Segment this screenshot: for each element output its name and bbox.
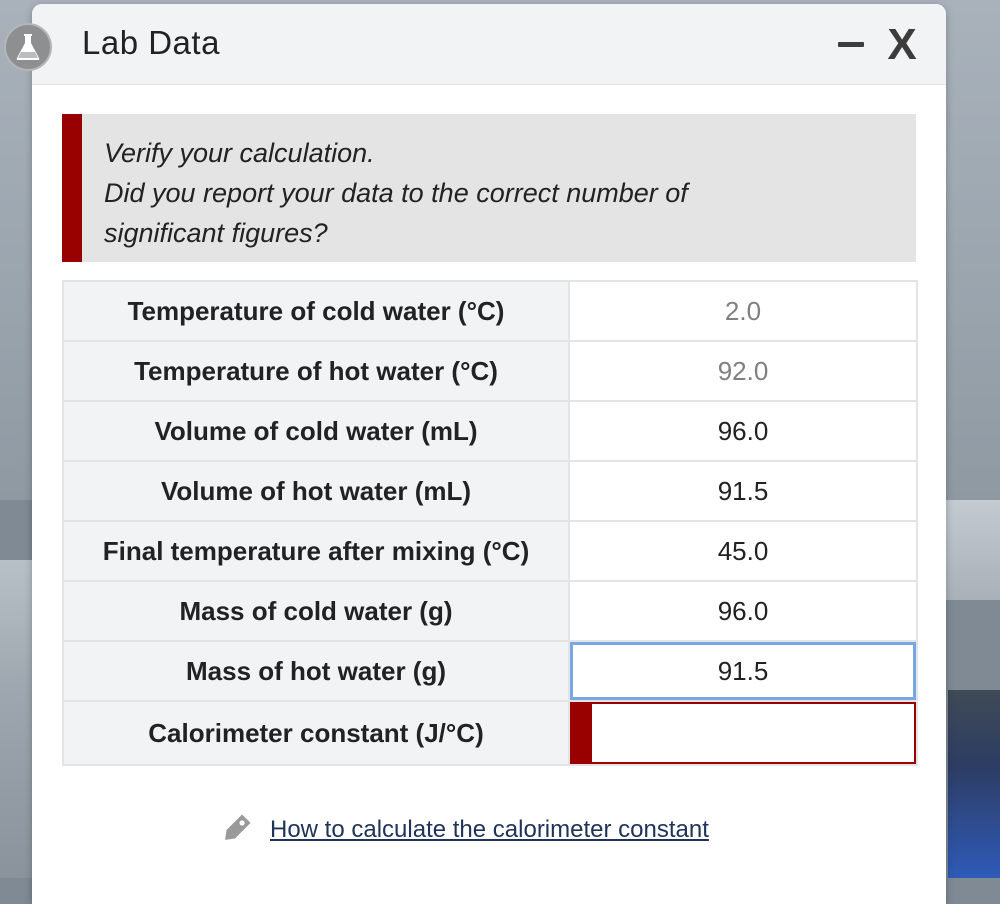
final-temperature-input[interactable]: 45.0: [568, 520, 918, 582]
cold-water-temperature-value: 2.0: [568, 280, 918, 342]
alert-line-1: Verify your calculation.: [104, 138, 375, 168]
table-row: Mass of cold water (g) 96.0: [62, 580, 918, 642]
lab-data-window: Lab Data X Verify your calculation. Did …: [4, 4, 946, 904]
row-label: Temperature of hot water (°C): [62, 340, 570, 402]
hot-water-temperature-value: 92.0: [568, 340, 918, 402]
row-label: Volume of cold water (mL): [62, 400, 570, 462]
table-row: Final temperature after mixing (°C) 45.0: [62, 520, 918, 582]
table-row: Calorimeter constant (J/°C): [62, 700, 918, 766]
table-row: Volume of cold water (mL) 96.0: [62, 400, 918, 462]
table-row: Temperature of hot water (°C) 92.0: [62, 340, 918, 402]
hot-water-mass-input[interactable]: 91.5: [568, 640, 918, 702]
error-indicator: [572, 704, 592, 762]
minimize-button[interactable]: [832, 30, 872, 60]
cold-water-volume-input[interactable]: 96.0: [568, 400, 918, 462]
lab-counter-right: [940, 500, 1000, 600]
table-row: Temperature of cold water (°C) 2.0: [62, 280, 918, 342]
alert-line-3: significant figures?: [104, 218, 328, 248]
minimize-icon: [838, 42, 864, 47]
verification-alert: Verify your calculation. Did you report …: [62, 114, 916, 262]
row-label: Calorimeter constant (J/°C): [62, 700, 570, 766]
lab-data-table: Temperature of cold water (°C) 2.0 Tempe…: [62, 280, 918, 766]
lab-device: [948, 690, 1000, 878]
row-label: Temperature of cold water (°C): [62, 280, 570, 342]
cold-water-mass-input[interactable]: 96.0: [568, 580, 918, 642]
row-label: Mass of cold water (g): [62, 580, 570, 642]
alert-line-2: Did you report your data to the correct …: [104, 178, 688, 208]
hot-water-volume-input[interactable]: 91.5: [568, 460, 918, 522]
row-label: Volume of hot water (mL): [62, 460, 570, 522]
table-row: Mass of hot water (g) 91.5: [62, 640, 918, 702]
calorimeter-help-link[interactable]: How to calculate the calorimeter constan…: [270, 816, 709, 843]
row-label: Final temperature after mixing (°C): [62, 520, 570, 582]
close-button[interactable]: X: [887, 20, 917, 69]
window-title: Lab Data: [82, 24, 220, 61]
table-row: Volume of hot water (mL) 91.5: [62, 460, 918, 522]
calorimeter-constant-input[interactable]: [568, 700, 918, 766]
tag-icon: [218, 812, 252, 853]
row-label: Mass of hot water (g): [62, 640, 570, 702]
window-titlebar[interactable]: Lab Data X: [32, 4, 946, 85]
flask-icon: [4, 23, 52, 71]
